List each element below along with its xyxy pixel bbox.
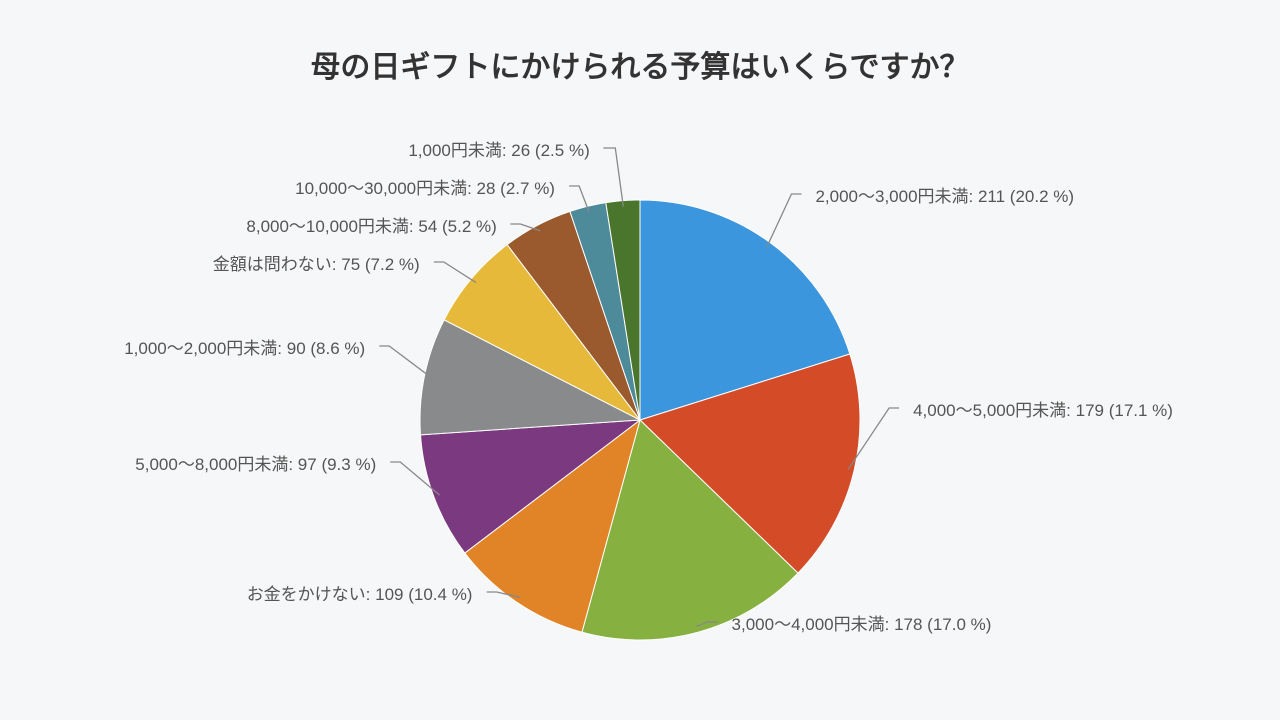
slice-label: 3,000〜4,000円未満: 178 (17.0 %) — [732, 610, 992, 635]
slice-label: 5,000〜8,000円未満: 97 (9.3 %) — [135, 450, 376, 475]
page-root: 母の日ギフトにかけられる予算はいくらですか？ 2,000〜3,000円未満: 2… — [0, 0, 1280, 720]
slice-label: 8,000〜10,000円未満: 54 (5.2 %) — [246, 212, 496, 237]
slice-label: 1,000円未満: 26 (2.5 %) — [408, 136, 589, 161]
slice-label: 2,000〜3,000円未満: 211 (20.2 %) — [815, 182, 1074, 207]
slice-label: 1,000〜2,000円未満: 90 (8.6 %) — [124, 334, 365, 359]
slice-label: 4,000〜5,000円未満: 179 (17.1 %) — [913, 396, 1173, 421]
slice-label: お金をかけない: 109 (10.4 %) — [247, 580, 473, 605]
slice-label: 10,000〜30,000円未満: 28 (2.7 %) — [295, 174, 555, 199]
pie-chart — [0, 0, 1280, 720]
slice-label: 金額は問わない: 75 (7.2 %) — [213, 250, 420, 275]
